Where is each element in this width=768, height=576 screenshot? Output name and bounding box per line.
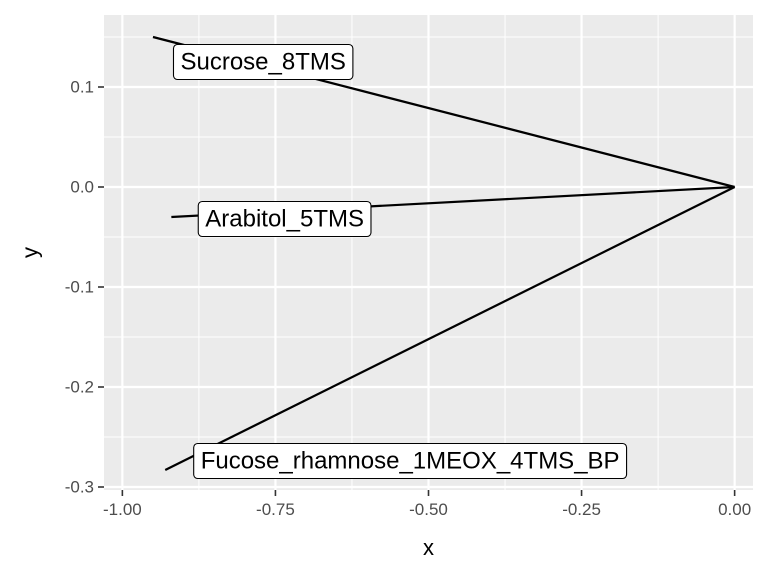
series-label-3: Fucose_rhamnose_1MEOX_4TMS_BP (193, 442, 628, 480)
series-label-2: Arabitol_5TMS (197, 200, 372, 238)
axes: -1.00 -0.75 -0.50 -0.25 0.00 0.1 0.0 -0.1 -0.2 -0… (65, 78, 751, 520)
y-tick-label: -0.2 (65, 378, 94, 397)
y-tick-label: -0.1 (65, 278, 94, 297)
label-layer: Sucrose_8TMS Arabitol_5TMS Fucose_rhamnose… (172, 43, 628, 480)
major-gridlines (104, 15, 753, 490)
x-axis-title: x (423, 535, 434, 560)
label-text: Arabitol_5TMS (205, 206, 364, 233)
series-line-3 (164, 186, 736, 471)
y-axis-title: y (18, 247, 43, 258)
x-tick-label: -0.50 (409, 500, 448, 519)
x-tick-label: -0.25 (562, 500, 601, 519)
label-box (193, 442, 628, 480)
y-tick-label: -0.3 (65, 478, 94, 497)
label-box (172, 43, 354, 81)
y-tick-label: 0.0 (70, 178, 94, 197)
x-tick-label: -1.00 (103, 500, 142, 519)
label-text: Fucose_rhamnose_1MEOX_4TMS_BP (201, 448, 620, 475)
series-label-1: Sucrose_8TMS (172, 43, 354, 81)
x-tick-label: 0.00 (718, 500, 751, 519)
y-tick-label: 0.1 (70, 78, 94, 97)
label-text: Sucrose_8TMS (180, 49, 345, 76)
x-tick-label: -0.75 (256, 500, 295, 519)
label-box (197, 200, 372, 238)
